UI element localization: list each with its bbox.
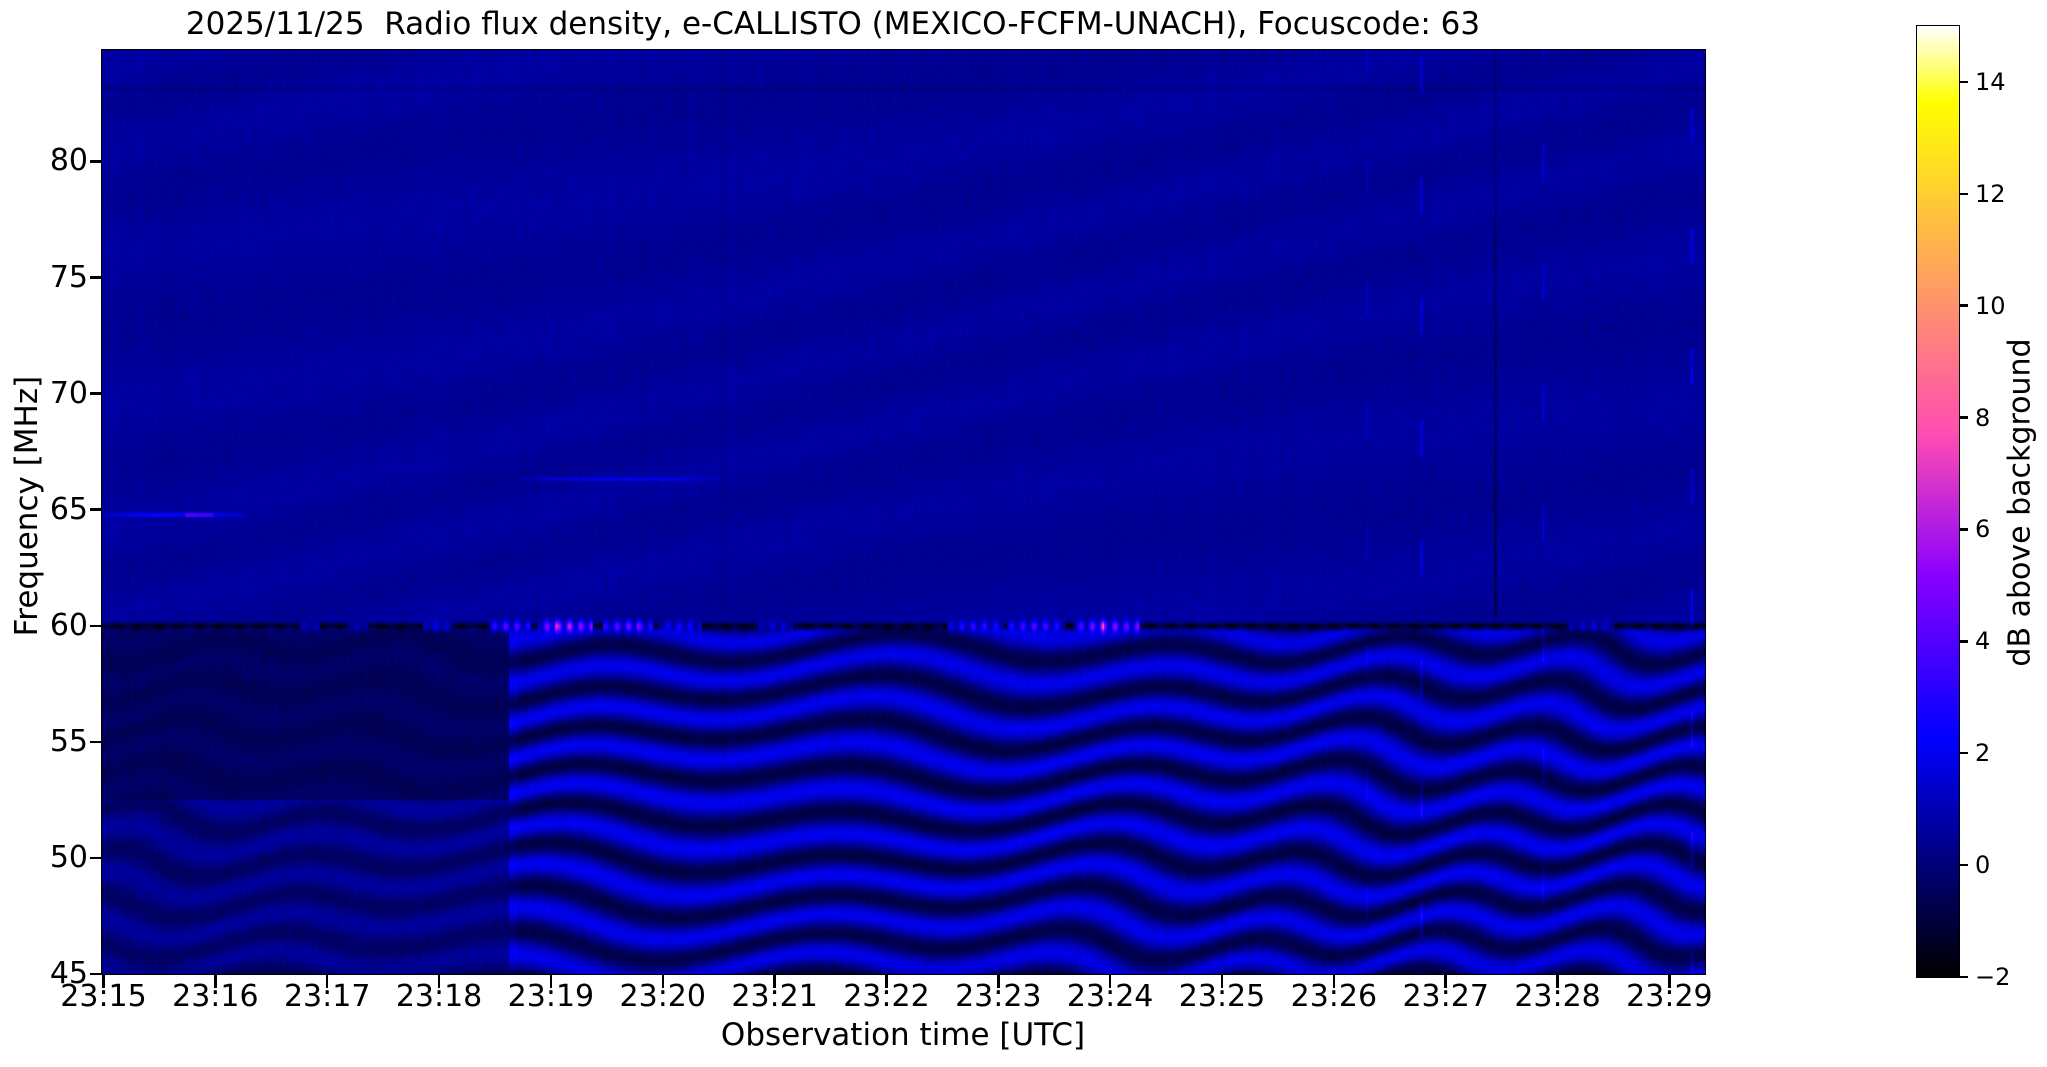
colorbar-tick-mark [1959, 192, 1968, 196]
y-tick-label: 65 [49, 491, 88, 527]
x-tick-label: 23:23 [955, 979, 1042, 1014]
colorbar-label: dB above background [2002, 338, 2038, 667]
x-tick-mark [549, 975, 553, 988]
colorbar-tick-mark [1959, 751, 1968, 755]
x-tick-label: 23:16 [172, 979, 259, 1014]
colorbar-gradient [1916, 25, 1960, 978]
x-tick-label: 23:20 [619, 979, 706, 1014]
y-tick-mark [90, 276, 102, 279]
y-tick-label: 70 [49, 375, 88, 411]
x-tick-mark [1108, 975, 1112, 988]
colorbar-tick-label: 0 [1975, 851, 1991, 880]
y-tick-label: 45 [49, 956, 88, 991]
y-tick-mark [90, 624, 102, 627]
x-tick-label: 23:28 [1514, 979, 1601, 1014]
x-tick-label: 23:25 [1178, 979, 1266, 1014]
colorbar-tick-label: −2 [1975, 963, 2011, 991]
y-tick-label: 80 [49, 143, 88, 179]
y-tick-mark [90, 972, 102, 976]
x-tick-mark [885, 975, 888, 988]
colorbar-tick-label: 4 [1975, 627, 1991, 656]
y-tick-mark [90, 508, 102, 511]
x-tick-label: 23:27 [1402, 979, 1489, 1014]
spectrogram-canvas [101, 49, 1706, 975]
colorbar-tick-mark [1959, 304, 1968, 307]
y-tick-label: 75 [49, 259, 88, 295]
colorbar-tick-mark [1959, 416, 1968, 419]
x-tick-label: 23:19 [507, 979, 595, 1014]
x-tick-label: 23:15 [60, 979, 147, 1014]
x-tick-mark [997, 975, 1000, 988]
colorbar-tick-label: 6 [1975, 515, 1991, 544]
x-tick-mark [102, 975, 105, 988]
x-axis-label: Observation time [UTC] [720, 1017, 1086, 1053]
x-tick-label: 23:17 [283, 979, 371, 1014]
x-tick-mark [214, 975, 217, 988]
x-tick-mark [1220, 975, 1224, 988]
colorbar-tick-label: 14 [1975, 67, 2006, 96]
x-tick-label: 23:18 [395, 979, 483, 1014]
x-tick-label: 23:21 [731, 979, 818, 1014]
colorbar-tick-mark [1959, 80, 1968, 84]
y-axis-label: Frequency [MHz] [8, 375, 45, 637]
x-tick-mark [1332, 975, 1336, 988]
chart-title: 2025/11/25 Radio flux density, e-CALLIST… [185, 6, 1481, 42]
y-tick-label: 55 [49, 723, 88, 759]
y-tick-mark [90, 856, 102, 860]
y-tick-mark [90, 392, 102, 395]
x-tick-label: 23:26 [1290, 979, 1378, 1014]
y-tick-mark [90, 740, 102, 744]
y-tick-mark [90, 160, 102, 163]
colorbar-tick-label: 10 [1975, 291, 2006, 320]
colorbar-tick-mark [1959, 528, 1968, 531]
x-tick-mark [1668, 975, 1671, 988]
colorbar-tick-mark [1959, 975, 1968, 979]
x-tick-mark [661, 975, 664, 988]
x-tick-mark [325, 975, 329, 988]
x-tick-label: 23:29 [1626, 979, 1713, 1014]
y-tick-label: 50 [49, 839, 88, 875]
colorbar-tick-label: 12 [1975, 179, 2006, 208]
x-tick-mark [437, 975, 441, 988]
colorbar-tick-mark [1959, 863, 1968, 867]
x-tick-mark [1556, 975, 1559, 988]
x-tick-label: 23:24 [1066, 979, 1154, 1014]
colorbar-tick-mark [1959, 640, 1968, 643]
colorbar-tick-label: 2 [1975, 739, 1991, 768]
x-tick-mark [773, 975, 776, 988]
y-tick-label: 60 [49, 607, 88, 643]
x-tick-label: 23:22 [843, 979, 930, 1014]
x-tick-mark [1444, 975, 1447, 988]
colorbar-tick-label: 8 [1975, 403, 1991, 432]
